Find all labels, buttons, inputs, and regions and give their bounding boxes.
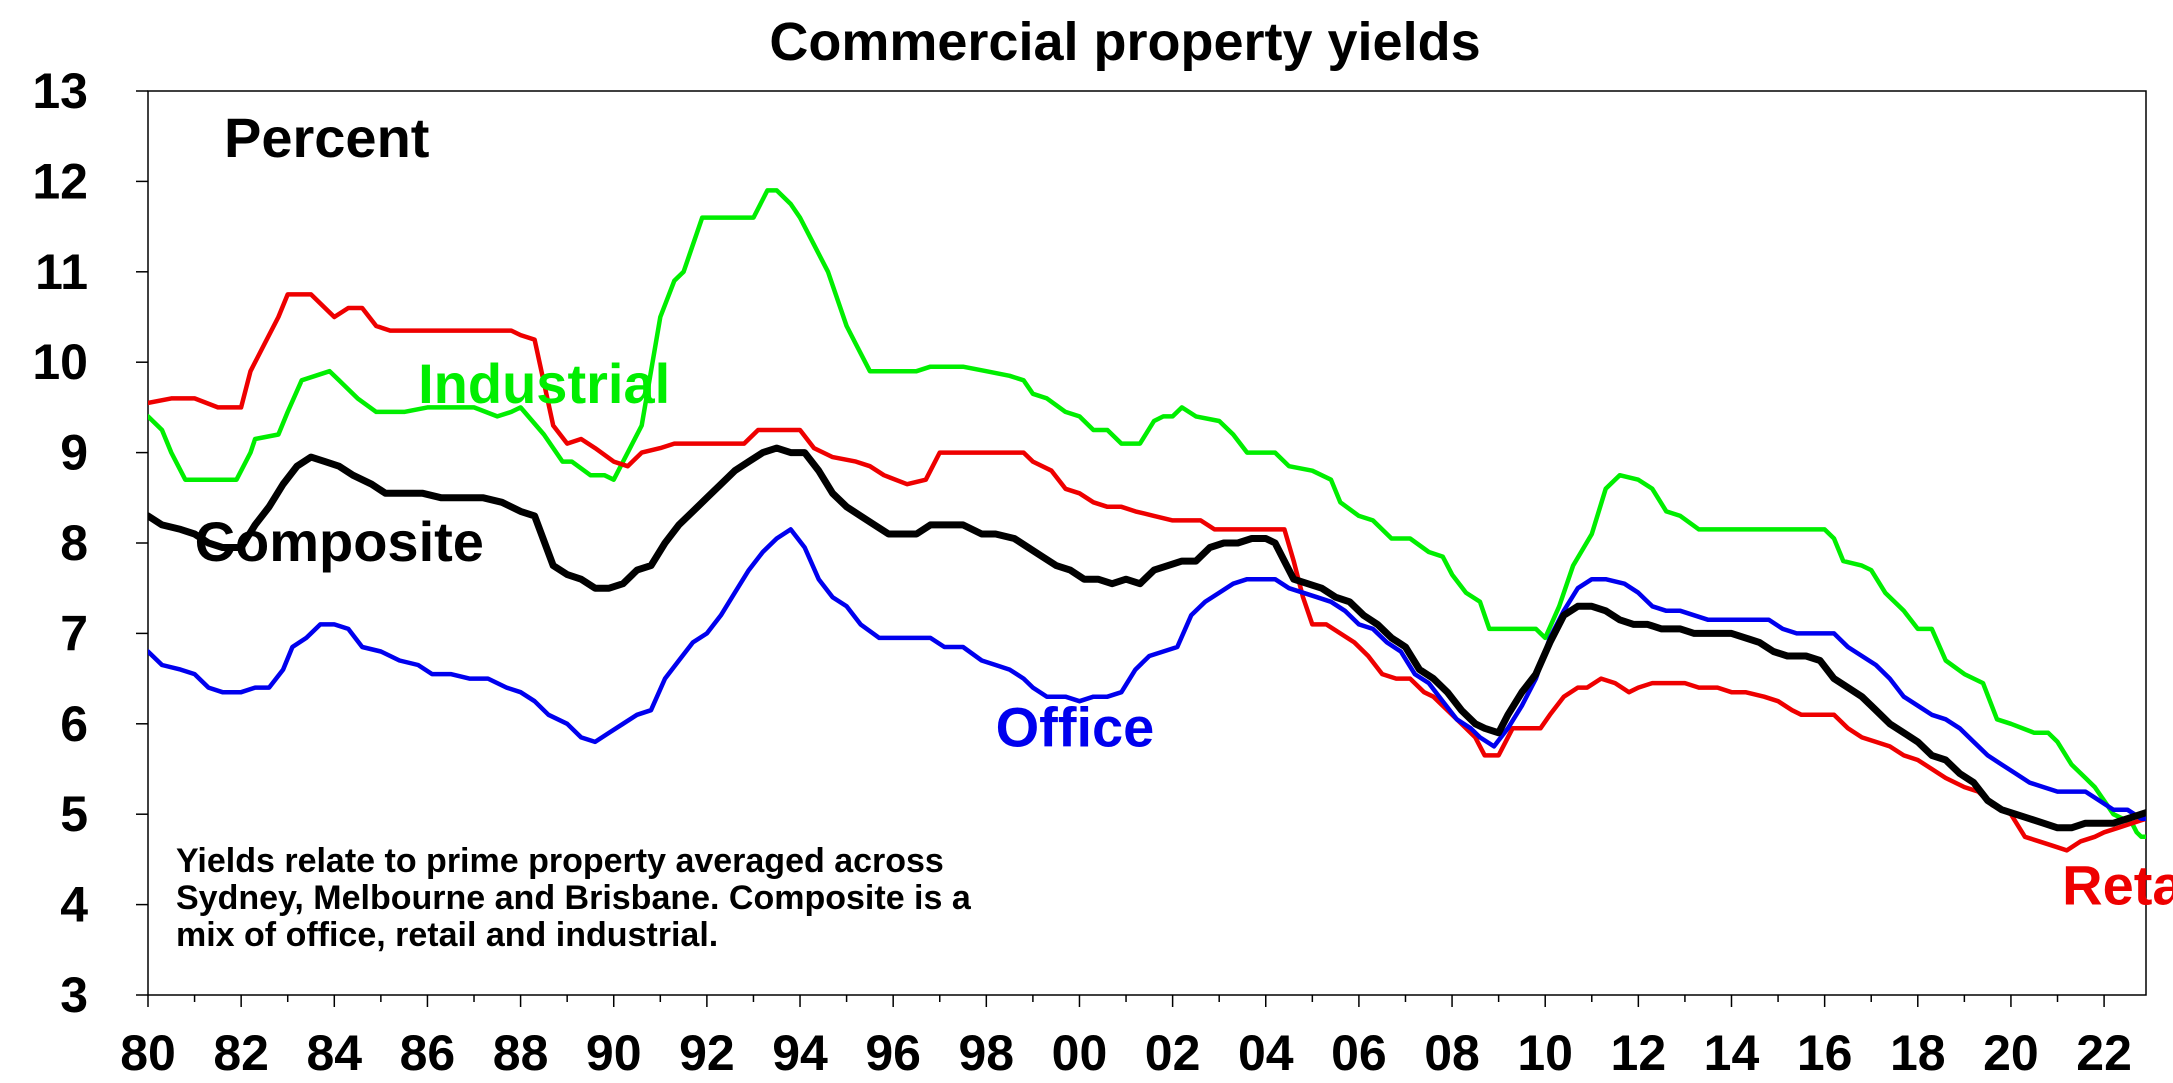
x-tick-label: 16 — [1797, 1025, 1853, 1081]
x-tick-label: 04 — [1238, 1025, 1294, 1081]
x-tick-label: 08 — [1424, 1025, 1480, 1081]
plot-area — [147, 90, 2147, 996]
x-axis: 80 82 84 86 88 90 92 94 96 98 00 02 04 06 08 10 12 14 16 18… — [120, 995, 2132, 1081]
series-labels: Industrial Retail Office Composite — [195, 352, 2173, 917]
x-tick-label: 88 — [493, 1025, 549, 1081]
series-line-office — [148, 527, 2146, 821]
x-tick-label: 86 — [400, 1025, 456, 1081]
series-label-retail: Retail — [2062, 854, 2173, 917]
y-tick-label: 10 — [32, 334, 88, 390]
unit-label: Percent — [224, 106, 429, 169]
y-tick-label: 9 — [60, 425, 88, 481]
x-tick-label: 18 — [1890, 1025, 1946, 1081]
x-tick-label: 00 — [1052, 1025, 1108, 1081]
note-line: Yields relate to prime property averaged… — [176, 842, 944, 880]
y-tick-label: 8 — [60, 515, 88, 571]
x-tick-label: 96 — [865, 1025, 921, 1081]
note-line: mix of office, retail and industrial. — [176, 916, 718, 954]
x-tick-label: 22 — [2076, 1025, 2132, 1081]
y-tick-label: 7 — [60, 605, 88, 661]
note-text: Yields relate to prime property averaged… — [176, 842, 972, 954]
x-tick-label: 06 — [1331, 1025, 1387, 1081]
series-line-composite — [148, 444, 2146, 832]
series-lines — [148, 188, 2146, 853]
x-tick-label: 80 — [120, 1025, 176, 1081]
series-label-industrial: Industrial — [418, 352, 670, 415]
series-label-office: Office — [996, 695, 1155, 758]
series-line-retail — [148, 292, 2146, 853]
y-tick-label: 5 — [60, 786, 88, 842]
x-tick-label: 20 — [1983, 1025, 2039, 1081]
x-tick-label: 84 — [306, 1025, 362, 1081]
y-tick-label: 12 — [32, 153, 88, 209]
x-tick-label: 92 — [679, 1025, 735, 1081]
y-tick-label: 3 — [60, 967, 88, 1023]
series-line-industrial — [148, 188, 2146, 840]
x-tick-label: 02 — [1145, 1025, 1201, 1081]
x-tick-label: 98 — [959, 1025, 1015, 1081]
x-tick-label: 14 — [1704, 1025, 1760, 1081]
x-tick-label: 10 — [1517, 1025, 1573, 1081]
y-tick-label: 13 — [32, 63, 88, 119]
y-tick-label: 4 — [60, 877, 88, 933]
y-tick-label: 11 — [35, 244, 88, 300]
series-label-composite: Composite — [195, 510, 484, 573]
y-axis: 3 4 5 6 7 8 9 10 11 12 13 — [32, 63, 148, 1023]
x-tick-label: 82 — [213, 1025, 269, 1081]
x-tick-label: 12 — [1611, 1025, 1667, 1081]
note-line: Sydney, Melbourne and Brisbane. Composit… — [176, 879, 972, 917]
x-tick-label: 94 — [772, 1025, 828, 1081]
x-tick-label: 90 — [586, 1025, 642, 1081]
y-tick-label: 6 — [60, 696, 88, 752]
chart-title: Commercial property yields — [769, 12, 1480, 72]
